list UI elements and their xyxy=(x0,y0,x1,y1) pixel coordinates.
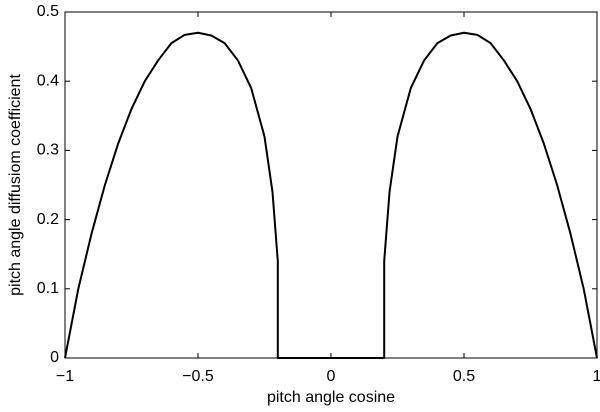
x-tick-label: 0 xyxy=(327,368,336,385)
x-tick-label: 1 xyxy=(593,368,600,385)
x-tick-label: 0.5 xyxy=(453,368,475,385)
y-tick-label: 0.4 xyxy=(37,72,59,89)
x-tick-label: −1 xyxy=(56,368,74,385)
y-tick-label: 0.3 xyxy=(37,142,59,159)
y-axis-label: pitch angle diffusiom coefficient xyxy=(7,74,24,296)
x-tick-label: −0.5 xyxy=(182,368,214,385)
y-tick-label: 0.5 xyxy=(37,3,59,20)
y-tick-label: 0.1 xyxy=(37,280,59,297)
plot-frame xyxy=(64,11,598,359)
data-line xyxy=(64,31,598,359)
x-axis-label: pitch angle cosine xyxy=(267,389,395,406)
y-tick-label: 0.2 xyxy=(37,211,59,228)
y-tick-label: 0 xyxy=(50,349,59,366)
